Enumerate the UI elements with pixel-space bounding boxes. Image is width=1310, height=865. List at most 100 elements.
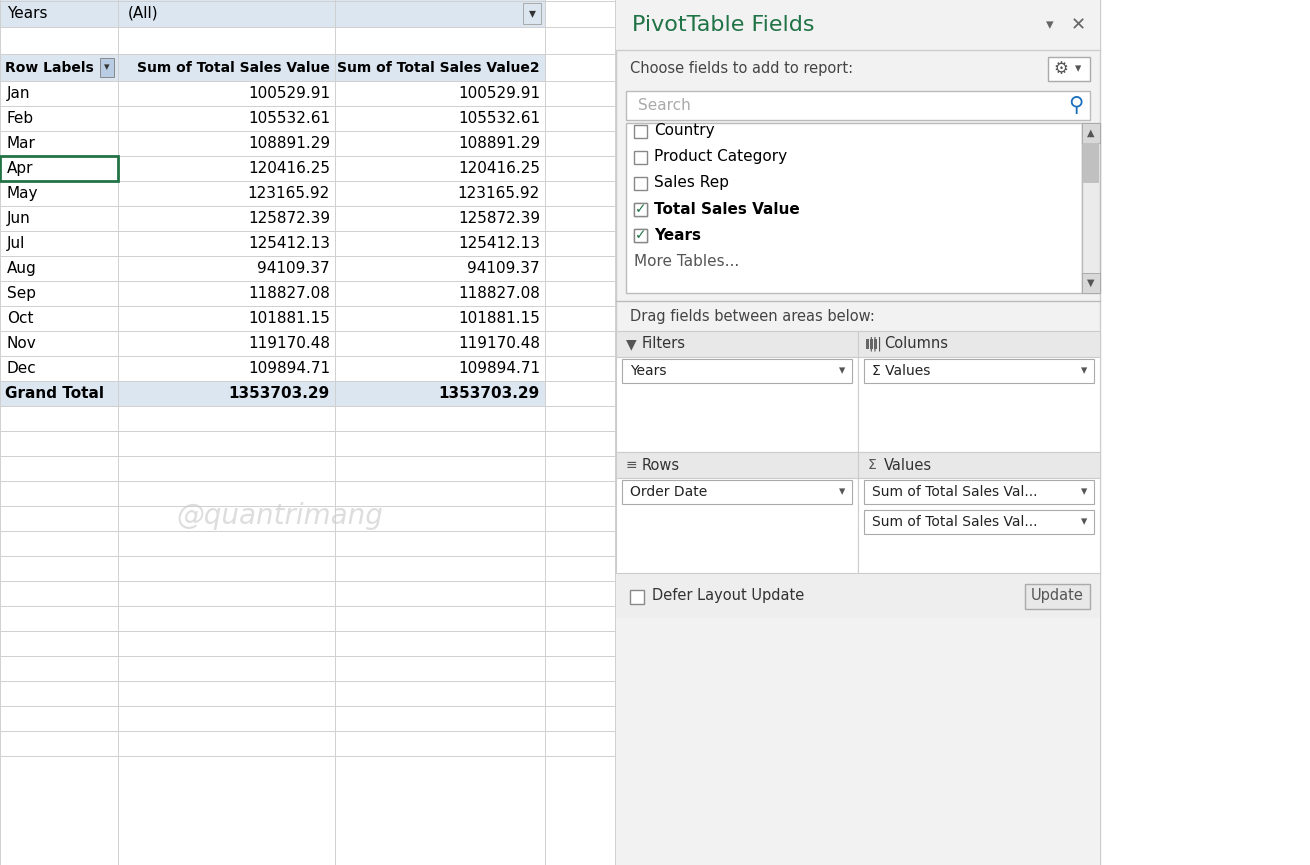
Bar (870, 339, 872, 349)
Bar (634, 151, 647, 163)
Text: Jan: Jan (7, 86, 30, 101)
Text: 125872.39: 125872.39 (248, 211, 330, 226)
Bar (865, 359, 1094, 383)
Text: Sum of Total Sales Val...: Sum of Total Sales Val... (872, 515, 1038, 529)
Bar (0, 631, 614, 656)
Text: 101881.15: 101881.15 (458, 311, 540, 326)
Bar (0, 681, 614, 706)
Text: 1353703.29: 1353703.29 (439, 386, 540, 401)
Text: ▼: ▼ (626, 337, 637, 351)
Bar (865, 480, 1094, 504)
Text: 118827.08: 118827.08 (458, 286, 540, 301)
Text: Drag fields between areas below:: Drag fields between areas below: (630, 309, 875, 324)
Bar (616, 478, 858, 573)
Bar (865, 510, 1094, 534)
Text: ▼: ▼ (1087, 278, 1095, 288)
Bar (1082, 123, 1100, 143)
Text: Sales Rep: Sales Rep (654, 176, 728, 190)
Text: ⚲: ⚲ (1069, 95, 1083, 116)
Text: Sum of Total Sales Value2: Sum of Total Sales Value2 (338, 61, 540, 74)
Text: 120416.25: 120416.25 (248, 161, 330, 176)
Bar (1048, 57, 1090, 81)
Bar (0, 281, 614, 306)
Text: Σ Values: Σ Values (872, 364, 930, 378)
Bar (634, 125, 647, 138)
Text: Years: Years (630, 364, 667, 378)
Text: (All): (All) (128, 6, 159, 21)
Bar (0, 331, 614, 356)
Bar (858, 331, 1100, 357)
Text: Choose fields to add to report:: Choose fields to add to report: (630, 61, 853, 76)
Bar (0, 131, 614, 156)
Bar (0, 181, 614, 206)
Text: ▾: ▾ (1081, 485, 1087, 498)
Text: Oct: Oct (7, 311, 34, 326)
Bar (0, 106, 614, 131)
Bar (616, 618, 1100, 865)
Text: Sum of Total Sales Val...: Sum of Total Sales Val... (872, 485, 1038, 499)
Bar (0, 156, 614, 181)
Bar (858, 452, 1100, 478)
Text: ▲: ▲ (1087, 128, 1095, 138)
Bar (874, 339, 876, 349)
Text: Country: Country (654, 124, 715, 138)
Bar (616, 0, 1100, 50)
Bar (0, 381, 545, 406)
Bar (622, 480, 852, 504)
Bar (1082, 123, 1100, 293)
Bar (1083, 143, 1099, 183)
Bar (0, 656, 614, 681)
Text: Columns: Columns (884, 336, 948, 351)
Text: 120416.25: 120416.25 (458, 161, 540, 176)
Text: Jun: Jun (7, 211, 30, 226)
Bar (0, 606, 614, 631)
Text: 119170.48: 119170.48 (248, 336, 330, 351)
Bar (0, 531, 614, 556)
Text: Nov: Nov (7, 336, 37, 351)
Text: Sep: Sep (7, 286, 35, 301)
Bar (616, 573, 1100, 618)
Bar (1024, 584, 1090, 608)
Bar (634, 228, 647, 241)
Text: 125412.13: 125412.13 (458, 236, 540, 251)
Bar (634, 202, 647, 215)
Bar (0, 431, 614, 456)
Text: Defer Layout Update: Defer Layout Update (652, 588, 804, 603)
Bar (0, 0, 815, 865)
Text: ▾: ▾ (838, 364, 845, 377)
Text: |||: ||| (869, 336, 882, 351)
Bar (616, 331, 858, 357)
Text: Rows: Rows (642, 458, 680, 472)
Text: 125412.13: 125412.13 (248, 236, 330, 251)
Text: Update: Update (1031, 588, 1083, 603)
Text: 105532.61: 105532.61 (248, 111, 330, 126)
Text: Dec: Dec (7, 361, 37, 376)
Bar (626, 123, 1082, 293)
Text: Σ: Σ (869, 458, 876, 472)
Bar (0, 481, 614, 506)
Text: 105532.61: 105532.61 (458, 111, 540, 126)
Bar (858, 478, 1100, 573)
Bar (634, 202, 647, 215)
Bar (0, 231, 614, 256)
Bar (622, 359, 852, 383)
Bar (634, 228, 647, 241)
Text: ▾: ▾ (838, 485, 845, 498)
Bar (0, 356, 614, 381)
Text: Apr: Apr (7, 161, 34, 176)
Text: Search: Search (638, 98, 690, 113)
Text: @quantrimang: @quantrimang (177, 502, 384, 530)
Bar (0, 206, 614, 231)
Bar (0, 156, 118, 181)
Bar (0, 306, 614, 331)
Text: 118827.08: 118827.08 (248, 286, 330, 301)
Text: 94109.37: 94109.37 (257, 261, 330, 276)
Bar (0, 731, 614, 756)
Bar (0, 406, 614, 431)
Text: 100529.91: 100529.91 (248, 86, 330, 101)
Text: 94109.37: 94109.37 (468, 261, 540, 276)
Bar (0, 506, 614, 531)
Text: Order Date: Order Date (630, 485, 707, 499)
Text: Jul: Jul (7, 236, 25, 251)
Text: Sum of Total Sales Value: Sum of Total Sales Value (138, 61, 330, 74)
